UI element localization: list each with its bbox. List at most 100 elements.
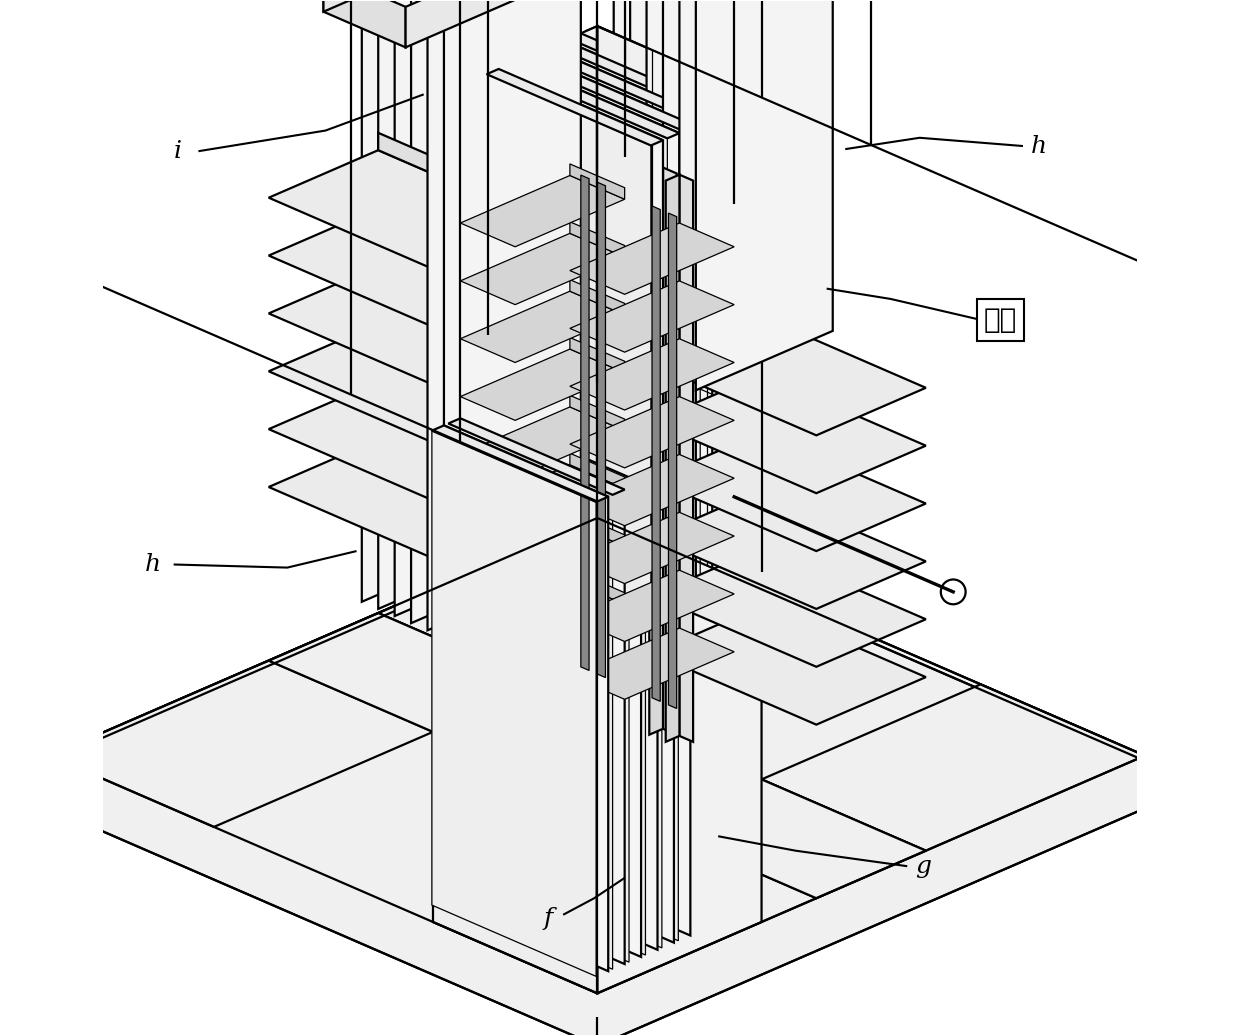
Polygon shape: [497, 397, 673, 473]
Polygon shape: [510, 397, 673, 943]
Polygon shape: [570, 569, 625, 604]
Polygon shape: [515, 390, 691, 466]
Polygon shape: [378, 518, 761, 685]
Polygon shape: [614, 0, 750, 354]
Polygon shape: [580, 175, 589, 670]
Polygon shape: [269, 266, 543, 384]
Polygon shape: [569, 33, 745, 110]
Polygon shape: [449, 419, 625, 495]
Polygon shape: [324, 0, 827, 11]
Polygon shape: [378, 133, 543, 222]
Polygon shape: [486, 75, 651, 620]
Polygon shape: [432, 426, 609, 502]
Polygon shape: [460, 233, 625, 305]
Polygon shape: [412, 0, 548, 624]
Polygon shape: [570, 396, 625, 431]
Polygon shape: [520, 55, 696, 132]
Polygon shape: [570, 397, 734, 468]
Polygon shape: [269, 439, 543, 558]
Polygon shape: [569, 38, 733, 584]
Polygon shape: [591, 137, 605, 703]
Polygon shape: [570, 453, 625, 489]
Polygon shape: [0, 523, 1199, 1036]
Polygon shape: [594, 205, 609, 773]
Text: 杆系: 杆系: [983, 306, 1017, 334]
Polygon shape: [481, 409, 646, 955]
Polygon shape: [269, 150, 543, 269]
Polygon shape: [652, 490, 926, 609]
Polygon shape: [598, 430, 761, 994]
Polygon shape: [465, 416, 629, 962]
Polygon shape: [598, 182, 605, 678]
Polygon shape: [547, 381, 712, 926]
Polygon shape: [498, 69, 663, 614]
Polygon shape: [761, 685, 1145, 851]
Polygon shape: [570, 281, 734, 352]
Polygon shape: [562, 130, 575, 696]
Polygon shape: [269, 208, 543, 326]
Polygon shape: [405, 0, 909, 48]
Polygon shape: [515, 62, 680, 607]
Polygon shape: [494, 404, 657, 950]
Polygon shape: [433, 26, 598, 589]
Polygon shape: [520, 60, 683, 606]
Polygon shape: [578, 199, 591, 766]
Polygon shape: [580, 33, 745, 579]
Polygon shape: [630, 0, 768, 362]
Polygon shape: [536, 53, 701, 599]
Polygon shape: [507, 168, 521, 735]
Polygon shape: [505, 161, 518, 727]
Polygon shape: [460, 291, 625, 363]
Polygon shape: [444, 0, 580, 637]
Polygon shape: [531, 387, 694, 933]
Text: g: g: [915, 855, 931, 877]
Polygon shape: [585, 31, 749, 577]
Polygon shape: [503, 67, 667, 613]
Polygon shape: [378, 422, 543, 511]
Text: i: i: [174, 140, 182, 163]
Polygon shape: [532, 55, 696, 601]
Polygon shape: [548, 48, 712, 594]
Polygon shape: [378, 365, 543, 453]
Polygon shape: [666, 175, 680, 742]
Polygon shape: [460, 465, 625, 536]
Polygon shape: [515, 395, 678, 941]
Polygon shape: [433, 430, 598, 994]
Polygon shape: [564, 40, 729, 586]
Polygon shape: [543, 382, 707, 928]
Polygon shape: [570, 222, 625, 257]
Polygon shape: [680, 0, 816, 383]
Polygon shape: [650, 168, 663, 735]
Polygon shape: [570, 339, 734, 410]
Polygon shape: [652, 548, 926, 667]
Polygon shape: [663, 0, 800, 376]
Polygon shape: [460, 175, 625, 247]
Polygon shape: [460, 407, 625, 479]
Polygon shape: [460, 419, 625, 965]
Polygon shape: [598, 26, 761, 572]
Polygon shape: [526, 390, 691, 936]
Polygon shape: [378, 191, 543, 280]
Polygon shape: [269, 381, 543, 500]
Polygon shape: [465, 411, 641, 488]
Polygon shape: [531, 382, 707, 459]
Polygon shape: [460, 349, 625, 421]
Polygon shape: [497, 402, 662, 948]
Polygon shape: [570, 164, 625, 199]
Polygon shape: [570, 628, 734, 699]
Polygon shape: [652, 317, 926, 435]
Polygon shape: [433, 827, 816, 994]
Polygon shape: [652, 606, 926, 724]
Polygon shape: [378, 307, 543, 395]
Polygon shape: [646, 0, 784, 369]
Polygon shape: [521, 168, 534, 735]
Polygon shape: [591, 199, 605, 766]
Polygon shape: [503, 62, 680, 139]
Polygon shape: [652, 779, 926, 898]
Polygon shape: [570, 511, 625, 546]
Polygon shape: [585, 26, 761, 103]
Polygon shape: [477, 411, 641, 957]
Polygon shape: [570, 280, 625, 315]
Polygon shape: [570, 570, 734, 641]
Polygon shape: [481, 404, 657, 481]
